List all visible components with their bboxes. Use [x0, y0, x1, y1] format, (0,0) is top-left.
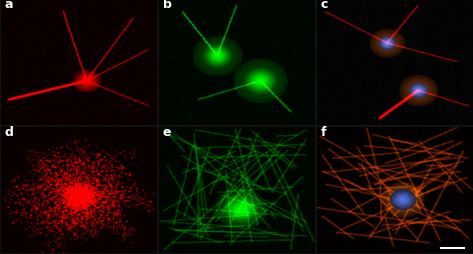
Text: f: f — [321, 125, 326, 138]
Text: c: c — [321, 0, 328, 11]
Text: b: b — [163, 0, 172, 11]
Text: a: a — [5, 0, 13, 11]
Text: e: e — [163, 125, 171, 138]
Text: d: d — [5, 125, 14, 138]
